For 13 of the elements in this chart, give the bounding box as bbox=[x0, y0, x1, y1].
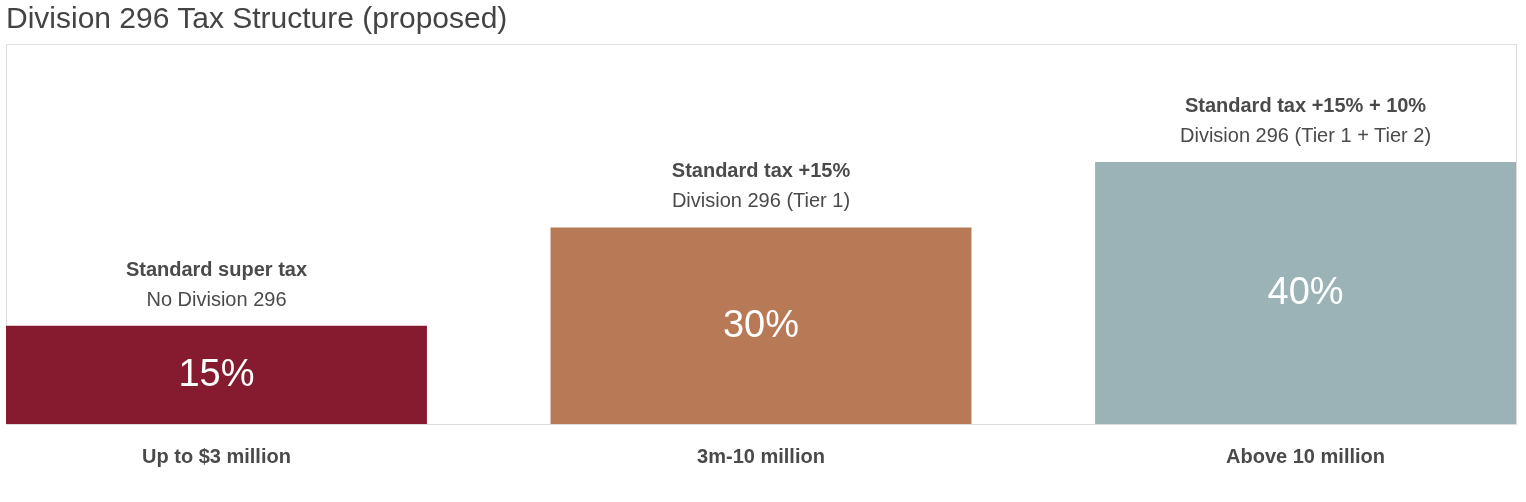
data-label: 30% bbox=[722, 302, 800, 345]
x-tick-label: Up to $3 million bbox=[142, 444, 291, 467]
chart-title: Division 296 Tax Structure (proposed) bbox=[6, 1, 508, 34]
x-tick-label: Above 10 million bbox=[1226, 444, 1386, 467]
annotation: Standard tax +15% bbox=[671, 159, 851, 182]
annotation: Division 296 (Tier 1) bbox=[671, 189, 851, 212]
annotation: Standard super tax bbox=[125, 257, 308, 280]
annotation: Standard tax +15% + 10% bbox=[1184, 93, 1427, 116]
annotation: Division 296 (Tier 1 + Tier 2) bbox=[1180, 123, 1432, 146]
data-label: 15% bbox=[178, 351, 255, 394]
annotation: No Division 296 bbox=[146, 287, 287, 310]
data-label: 40% bbox=[1267, 269, 1344, 312]
x-tick-label: 3m-10 million bbox=[697, 444, 825, 467]
